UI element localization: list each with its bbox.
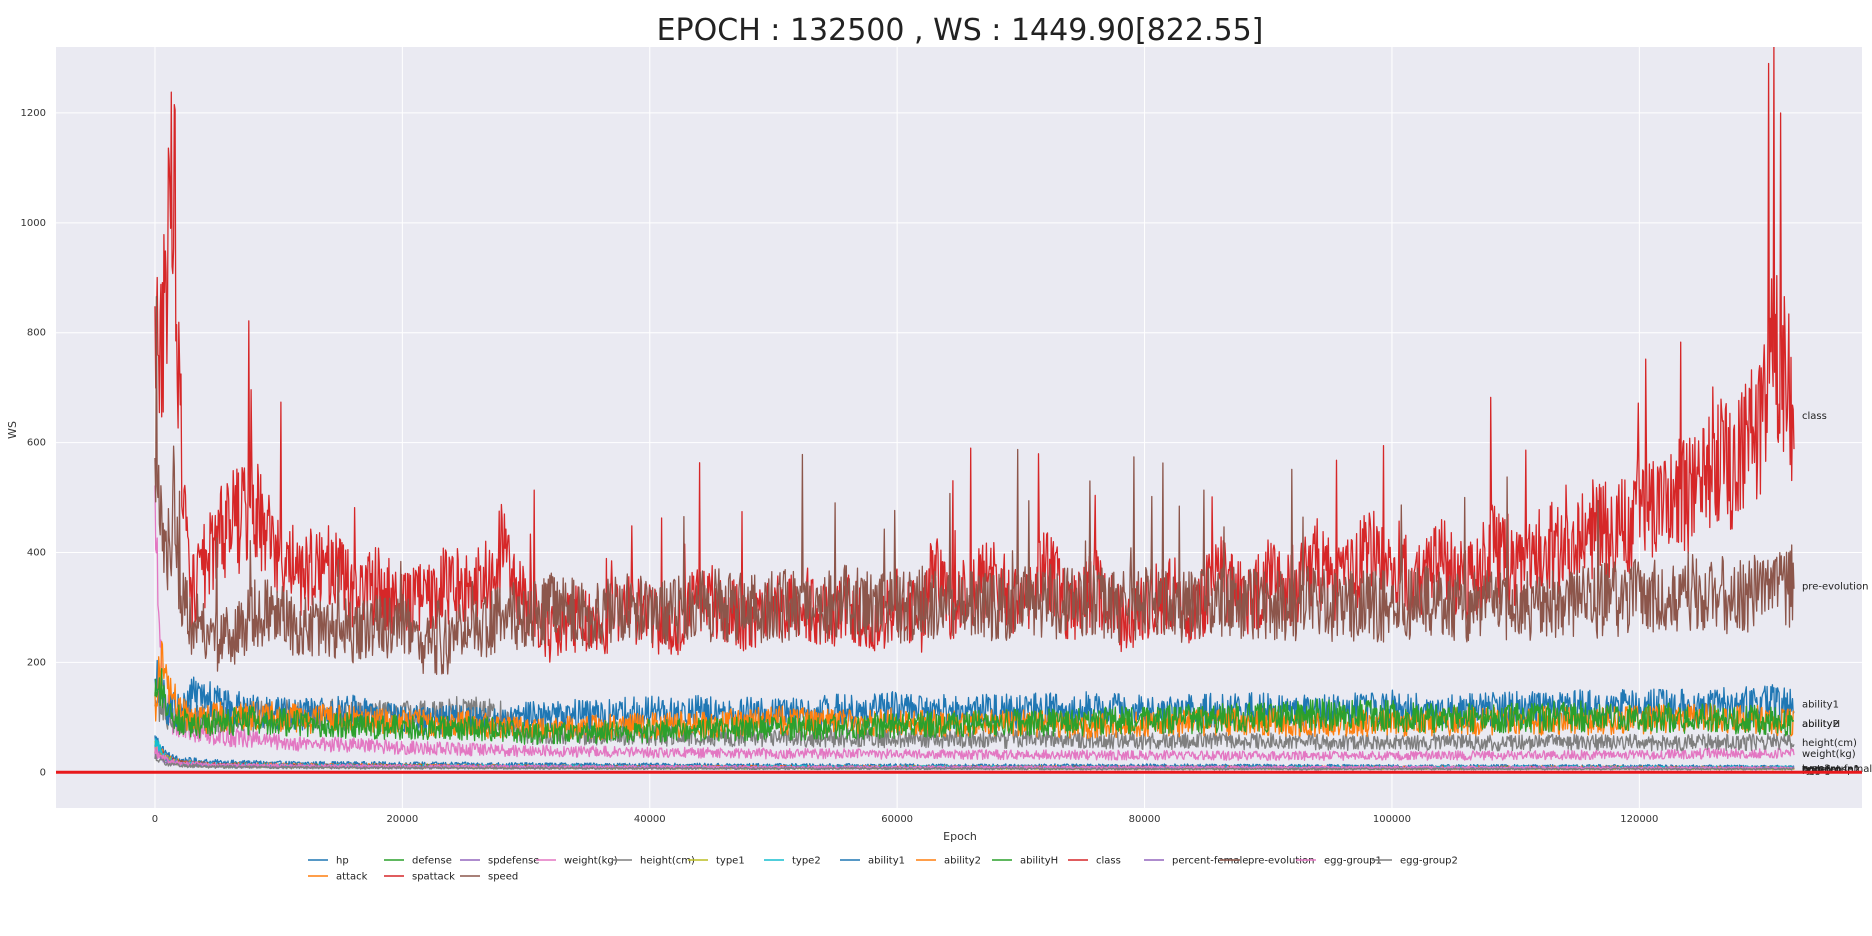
plot-background <box>56 47 1862 808</box>
series-end-label: height(cm) <box>1802 738 1857 749</box>
series-end-label: spdefense <box>1802 764 1853 775</box>
legend-label: speed <box>488 872 518 883</box>
legend-label: percent-female <box>1172 856 1248 867</box>
plot-area: 0 200 400 600 800 1000 1200 0 20000 40000 60000 800… <box>21 47 1872 825</box>
series-end-label: type1 <box>1802 765 1831 776</box>
x-tick-label: 120000 <box>1620 814 1658 825</box>
series-end-label: ability2 <box>1802 719 1839 730</box>
series-line-weight-kg- <box>154 485 1795 762</box>
series-end-label: ability1 <box>1802 700 1839 711</box>
series-end-label: abilityH <box>1802 719 1840 730</box>
x-tick-label: 60000 <box>881 814 913 825</box>
series-end-label: weight(kg) <box>1802 749 1856 760</box>
y-tick-label: 200 <box>27 657 46 668</box>
legend-label: egg-group1 <box>1324 856 1382 867</box>
chart-title: EPOCH : 132500 , WS : 1449.90[822.55] <box>657 13 1264 48</box>
y-tick-label: 800 <box>27 328 46 339</box>
legend-label: weight(kg) <box>564 856 618 867</box>
legend-label: ability1 <box>868 856 905 867</box>
legend-label: egg-group2 <box>1400 856 1458 867</box>
legend-label: attack <box>336 872 368 883</box>
series-line-class <box>154 47 1795 663</box>
x-tick-label: 40000 <box>634 814 666 825</box>
legend-label: pre-evolution <box>1248 856 1314 867</box>
legend-label: hp <box>336 856 349 867</box>
legend-label: type1 <box>716 856 745 867</box>
legend-label: ability2 <box>944 856 981 867</box>
series-end-label: egg-group1 <box>1802 764 1860 775</box>
y-tick-label: 600 <box>27 438 46 449</box>
legend-label: spattack <box>412 872 455 883</box>
x-tick-label: 100000 <box>1373 814 1411 825</box>
x-tick-label: 80000 <box>1129 814 1161 825</box>
series-end-label: percent-female <box>1802 764 1872 775</box>
x-tick-label: 0 <box>152 814 158 825</box>
y-tick-label: 1000 <box>21 218 46 229</box>
legend-label: class <box>1096 856 1121 867</box>
legend-label: height(cm) <box>640 856 695 867</box>
x-axis-label: Epoch <box>943 830 977 843</box>
y-tick-label: 1200 <box>21 108 46 119</box>
series-end-label: egg-group2 <box>1802 765 1860 776</box>
y-tick-label: 400 <box>27 548 46 559</box>
series-lines <box>154 47 1795 771</box>
y-axis-label: WS <box>6 421 19 439</box>
legend: hp attack defense spattack spdefense speed wei… <box>308 856 1458 883</box>
series-line-pre-evolution <box>154 295 1795 675</box>
series-end-label: pre-evolution <box>1802 581 1868 592</box>
series-end-label: type2 <box>1802 763 1831 774</box>
y-tick-label: 0 <box>40 767 46 778</box>
legend-label: abilityH <box>1020 856 1058 867</box>
x-tick-label: 20000 <box>386 814 418 825</box>
series-line-abilityh <box>154 667 1795 745</box>
legend-label: spdefense <box>488 856 539 867</box>
legend-label: defense <box>412 856 452 867</box>
series-line-egg-group2 <box>154 753 1795 771</box>
series-end-label: class <box>1802 411 1827 422</box>
legend-label: type2 <box>792 856 821 867</box>
